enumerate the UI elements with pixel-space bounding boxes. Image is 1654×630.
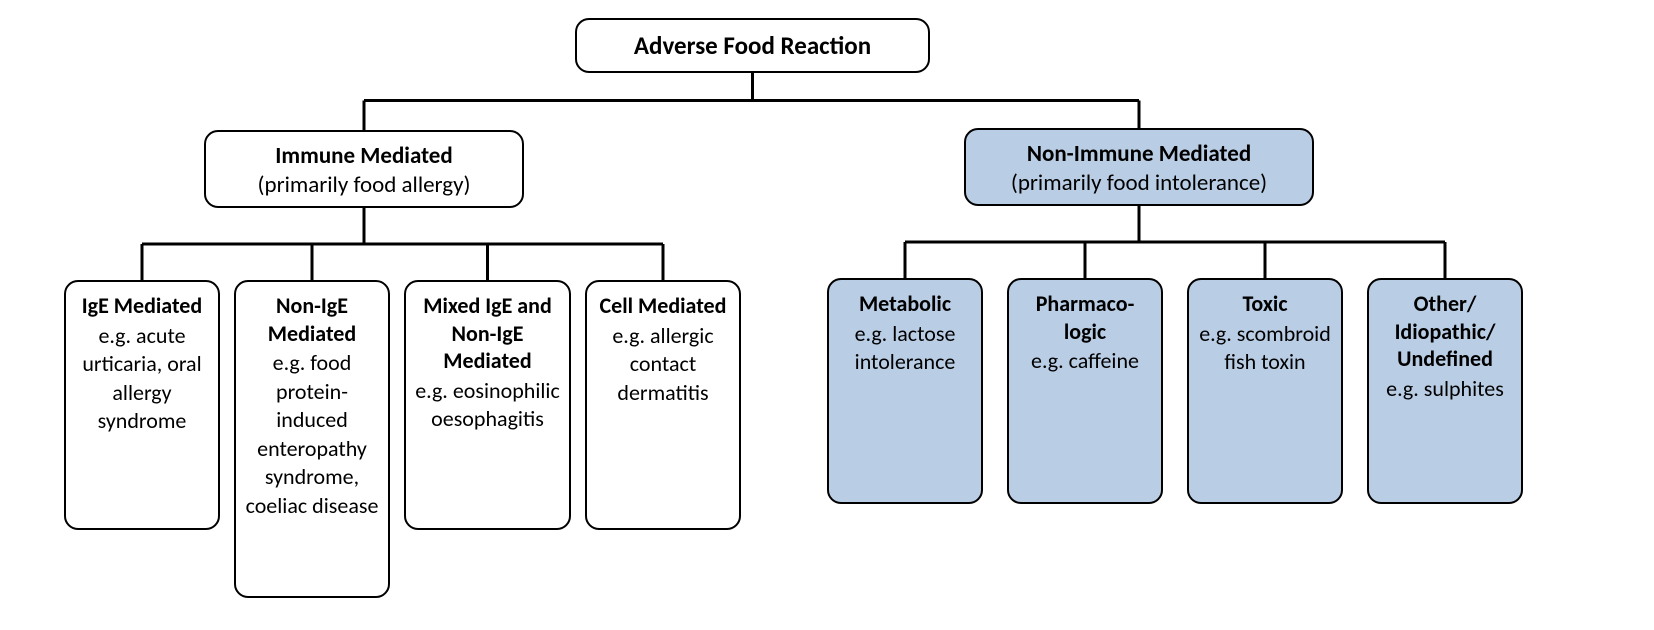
node-nonimmune-subtitle: (primarily food intolerance): [1011, 169, 1267, 198]
node-toxic: Toxic e.g. scombroid fish toxin: [1187, 278, 1343, 504]
node-nonige: Non-IgE Mediated e.g. food protein-induc…: [234, 280, 390, 598]
node-immune-subtitle: (primarily food allergy): [258, 171, 471, 200]
node-mixed-example: e.g. eosinophilic oesophagitis: [414, 377, 561, 434]
node-cell-title: Cell Mediated: [600, 292, 727, 320]
node-pharmaco: Pharmaco-logic e.g. caffeine: [1007, 278, 1163, 504]
node-root-title: Adverse Food Reaction: [634, 30, 871, 61]
node-other-example: e.g. sulphites: [1386, 375, 1504, 404]
node-cell-example: e.g. allergic contact dermatitis: [595, 322, 731, 408]
node-metabolic: Metabolic e.g. lactose intolerance: [827, 278, 983, 504]
node-other: Other/ Idiopathic/ Undefined e.g. sulphi…: [1367, 278, 1523, 504]
node-root: Adverse Food Reaction: [575, 18, 930, 73]
node-metabolic-title: Metabolic: [859, 290, 951, 318]
node-nonige-example: e.g. food protein-induced enteropathy sy…: [244, 349, 380, 521]
node-ige-title: IgE Mediated: [82, 292, 202, 320]
node-nonimmune-title: Non-Immune Mediated: [1027, 140, 1251, 169]
node-pharmaco-title: Pharmaco-logic: [1017, 290, 1153, 345]
node-cell: Cell Mediated e.g. allergic contact derm…: [585, 280, 741, 530]
node-nonige-title: Non-IgE Mediated: [244, 292, 380, 347]
node-toxic-title: Toxic: [1242, 290, 1287, 318]
node-pharmaco-example: e.g. caffeine: [1031, 347, 1139, 376]
node-mixed-title: Mixed IgE and Non-IgE Mediated: [414, 292, 561, 375]
node-ige: IgE Mediated e.g. acute urticaria, oral …: [64, 280, 220, 530]
node-ige-example: e.g. acute urticaria, oral allergy syndr…: [74, 322, 210, 436]
node-immune: Immune Mediated (primarily food allergy): [204, 130, 524, 208]
node-immune-title: Immune Mediated: [275, 142, 452, 171]
node-metabolic-example: e.g. lactose intolerance: [837, 320, 973, 377]
node-toxic-example: e.g. scombroid fish toxin: [1197, 320, 1333, 377]
node-nonimmune: Non-Immune Mediated (primarily food into…: [964, 128, 1314, 206]
node-mixed: Mixed IgE and Non-IgE Mediated e.g. eosi…: [404, 280, 571, 530]
node-other-title: Other/ Idiopathic/ Undefined: [1377, 290, 1513, 373]
